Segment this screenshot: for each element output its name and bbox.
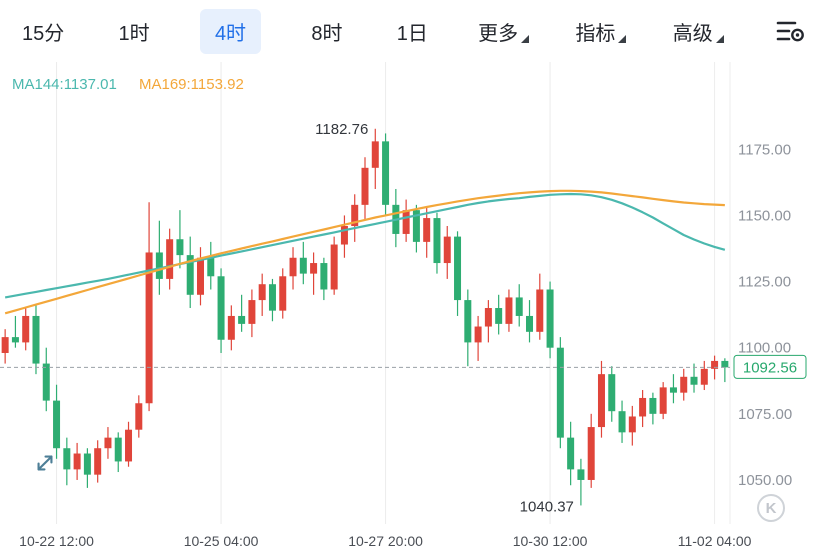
candles-layer [1, 128, 729, 506]
menu-advanced-label: 高级 [672, 22, 713, 45]
price-tick-label: 1100.00 [738, 340, 791, 357]
k-badge-icon: K [757, 494, 785, 522]
price-tick-label: 1075.00 [738, 406, 792, 423]
time-label: 10-25 04:00 [184, 533, 259, 549]
watermark-letter: K [765, 499, 777, 517]
price-tick-label: 1175.00 [738, 141, 791, 158]
menu-more[interactable]: 更多 [478, 17, 530, 46]
grid-lines [56, 62, 731, 524]
time-label: 11-02 04:00 [678, 533, 752, 549]
price-tick-label: 1125.00 [738, 274, 791, 291]
indicator-settings-icon[interactable] [770, 13, 810, 49]
current-price-tag: 1092.56 [733, 354, 807, 379]
caret-corner-icon [618, 34, 627, 43]
tab-4h[interactable]: 4时 [199, 8, 262, 54]
tab-1h[interactable]: 1时 [118, 22, 150, 45]
tab-1d[interactable]: 1日 [396, 22, 428, 45]
time-label: 10-27 20:00 [348, 533, 423, 549]
time-label: 10-22 12:00 [19, 533, 94, 549]
menu-more-label: 更多 [478, 22, 519, 45]
low-price-label: 1040.37 [520, 498, 574, 515]
time-axis[interactable]: 10-22 12:00 10-25 04:00 10-27 20:00 10-30 1… [19, 533, 751, 549]
chart-canvas[interactable]: 10-22 12:00 10-25 04:00 10-27 20:00 10-30 1… [0, 62, 828, 558]
tab-15min[interactable]: 15分 [22, 22, 65, 45]
ma144-line [4, 192, 726, 299]
menu-indicators-label: 指标 [575, 22, 616, 45]
candlestick-chart[interactable]: 10-22 12:00 10-25 04:00 10-27 20:00 10-30 1… [0, 62, 828, 558]
menu-indicators[interactable]: 指标 [575, 17, 627, 46]
price-tick-label: 1050.00 [738, 472, 792, 489]
tab-8h[interactable]: 8时 [311, 22, 343, 45]
caret-corner-icon [715, 34, 724, 43]
high-price-label: 1182.76 [315, 121, 368, 138]
chart-toolbar: 15分 1时 4时 8时 1日 更多 指标 高级 [0, 0, 828, 62]
price-axis[interactable]: 1175.00 1150.00 1125.00 1100.00 1075.00 1050.… [738, 141, 792, 489]
time-label: 10-30 12:00 [513, 533, 588, 549]
caret-corner-icon [521, 34, 530, 43]
svg-text:1092.56: 1092.56 [743, 359, 797, 376]
ma169-line [4, 189, 725, 315]
menu-advanced[interactable]: 高级 [673, 17, 724, 46]
expand-arrows-icon[interactable] [30, 448, 60, 478]
price-tick-label: 1150.00 [738, 207, 791, 224]
